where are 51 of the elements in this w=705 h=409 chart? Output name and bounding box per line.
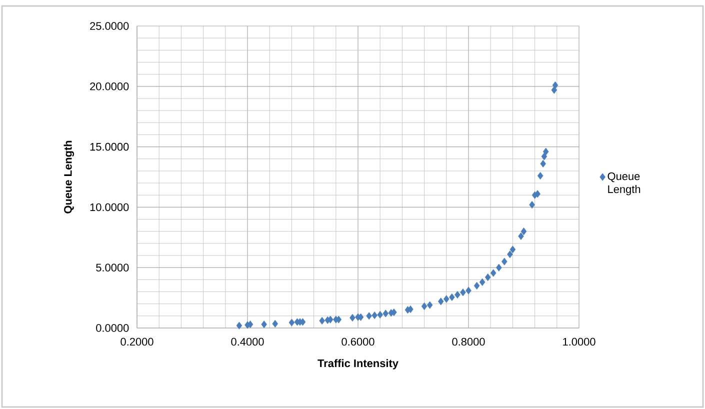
point [518, 232, 524, 240]
point [542, 148, 549, 156]
point [261, 320, 267, 328]
point [466, 286, 472, 294]
point [421, 302, 428, 310]
x-tick-label: 0.8000 [452, 338, 485, 346]
point [372, 312, 378, 320]
x-tick-label: 0.2000 [120, 338, 154, 346]
point [426, 301, 433, 309]
x-tick-label: 1.0000 [563, 338, 596, 346]
point [438, 298, 444, 306]
point [449, 293, 455, 301]
point [534, 190, 540, 198]
point [552, 81, 558, 89]
legend-label: Queue Length [608, 172, 640, 196]
x-tick-label: 0.4000 [231, 338, 264, 346]
y-tick-label: 15.0000 [90, 142, 129, 151]
point [460, 288, 466, 296]
point [350, 314, 356, 322]
y-tick-label: 10.0000 [90, 203, 129, 212]
point [319, 316, 325, 325]
point [510, 246, 516, 254]
y-tick-label: 25.0000 [90, 22, 129, 30]
point [474, 282, 480, 290]
point [490, 269, 496, 277]
point [507, 250, 513, 258]
point [382, 310, 389, 318]
point [454, 290, 460, 299]
point [377, 310, 383, 319]
y-tick-label: 20.0000 [90, 82, 129, 90]
point [444, 295, 450, 303]
y-axis-title: Queue Length [64, 140, 74, 214]
point [529, 200, 535, 209]
point [288, 318, 295, 326]
point [408, 305, 414, 314]
y-tick-label: 5.0000 [96, 264, 129, 272]
point [541, 152, 548, 160]
point [496, 264, 502, 272]
x-tick-label: 0.6000 [342, 338, 374, 346]
point [479, 278, 486, 286]
point [537, 172, 544, 180]
x-axis-title: Traffic Intensity [318, 359, 398, 370]
point [236, 322, 242, 330]
point [540, 160, 546, 168]
point [272, 320, 278, 328]
point [366, 312, 372, 320]
point [391, 308, 397, 316]
point [502, 258, 508, 266]
point [520, 228, 527, 236]
y-tick-label: 0.0000 [96, 324, 129, 332]
point [484, 273, 491, 282]
